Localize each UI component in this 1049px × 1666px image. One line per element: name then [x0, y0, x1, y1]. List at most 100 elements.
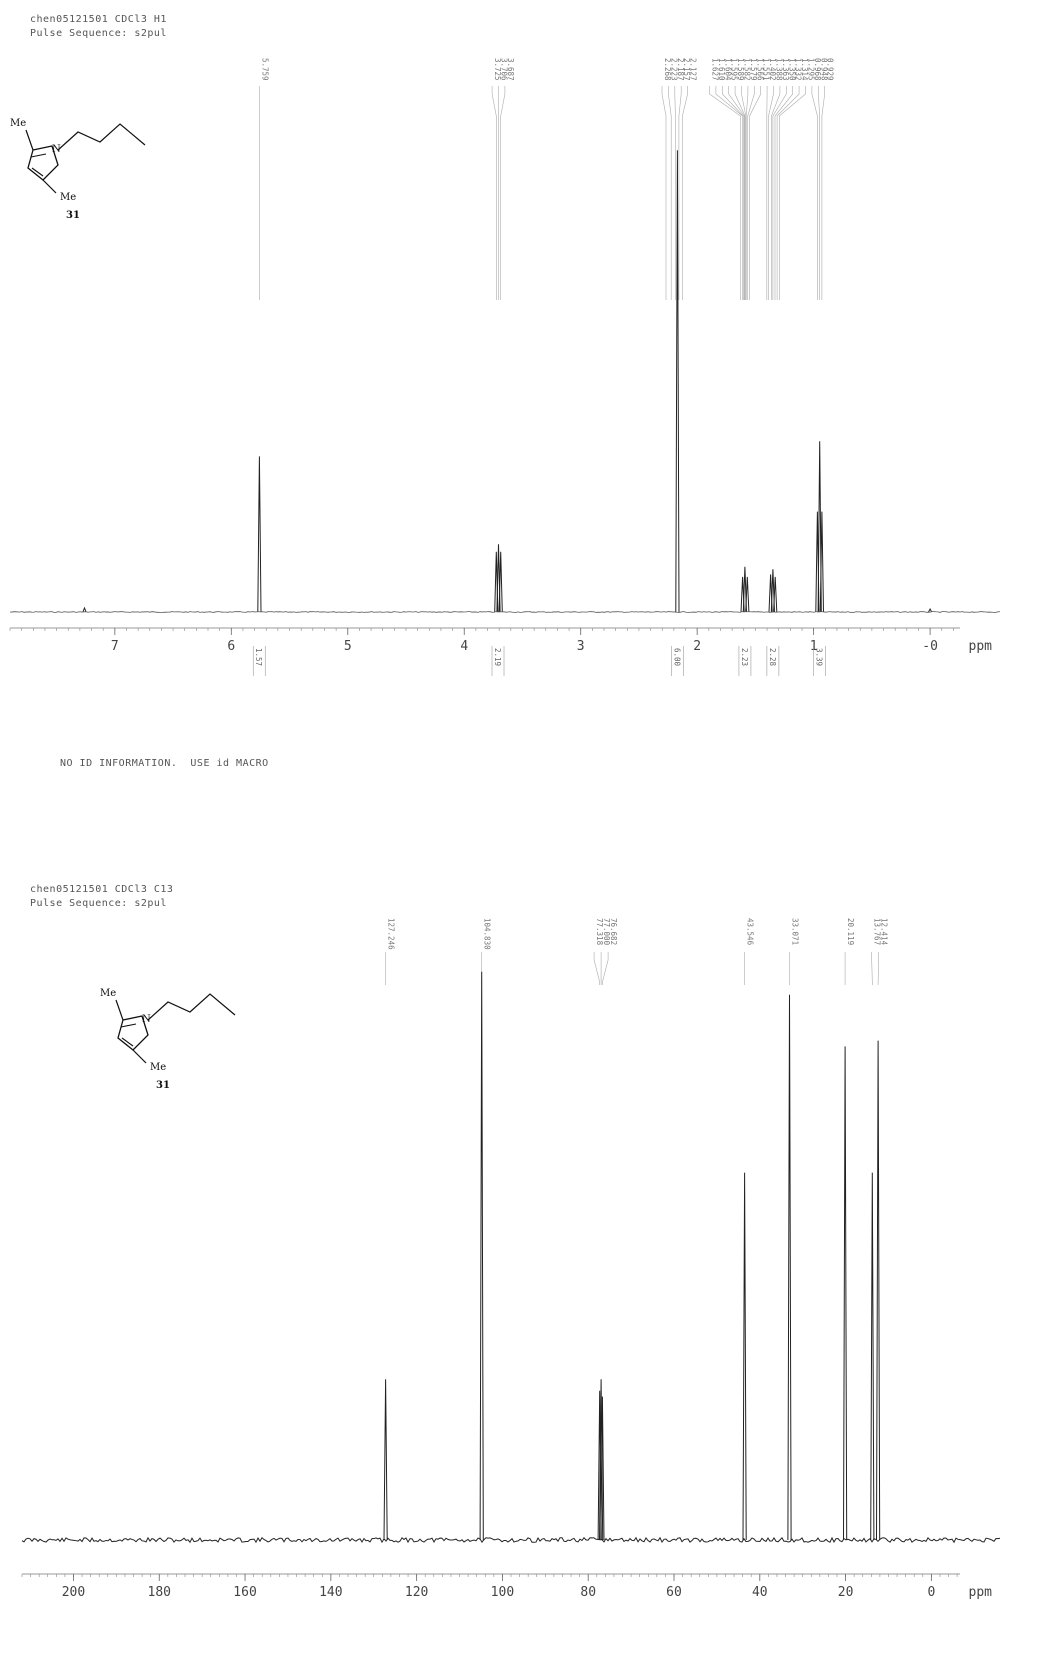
h-peak-leader: [747, 86, 755, 300]
c13-x-axis: 200 180 160 140 120 100 80 60 40 20 0 ppm: [21, 1573, 992, 1600]
c-tick-label: 40: [752, 1585, 768, 1600]
nitrogen-label: N: [142, 1014, 151, 1025]
c-peak: [876, 1040, 881, 1541]
h-peak-label: 2.187: [676, 58, 685, 81]
h1-spectrum-panel: chen05121501 CDCl3 H1 Pulse Sequence: s2…: [0, 0, 1049, 800]
h-peak-leader: [821, 86, 825, 300]
h-peak-label: 0.929: [826, 58, 835, 81]
c-peak-label: 13.767: [873, 918, 882, 945]
h-peak-label: 1.363: [781, 58, 790, 81]
c-peak-label: 20.119: [846, 918, 855, 945]
c-peak-label: 33.071: [791, 918, 800, 945]
c-tick-label: 20: [838, 1585, 854, 1600]
h-peak: [675, 150, 680, 613]
methyl-bond-top: [25, 129, 34, 151]
h-peak-leader: [745, 86, 749, 300]
c13-molecule-structure: N Me Me 31: [100, 988, 236, 1091]
h-peak-leader: [668, 86, 672, 300]
h-tick-label: 2: [693, 639, 701, 654]
h-peak-label: 1.314: [800, 58, 809, 81]
c-tick-label: 200: [62, 1585, 85, 1600]
h-integral-value: 2.28: [768, 648, 777, 667]
h-tick-label: 3: [577, 639, 585, 654]
c-peak: [383, 1379, 388, 1541]
h1-molecule-structure: N Me Me 31: [10, 118, 146, 221]
c-peak: [870, 1172, 875, 1541]
c-tick-label: 60: [666, 1585, 682, 1600]
pyrrole-ring: [27, 145, 59, 181]
h-peak-leader: [682, 86, 688, 300]
methyl-label-bottom: Me: [60, 192, 76, 203]
methyl-bond-top: [115, 999, 124, 1021]
h-integral-value: 1.57: [254, 648, 263, 666]
h-peak-label: 1.627: [711, 58, 720, 81]
methyl-bond-bottom: [42, 179, 57, 194]
c-peak: [600, 1396, 605, 1541]
h-integral-value: 3.39: [815, 648, 824, 666]
h-peak-label: 1.610: [717, 58, 726, 81]
h-peak-label: 1.595: [730, 58, 739, 81]
c-peak-label: 127.246: [387, 918, 396, 950]
methyl-label-top: Me: [10, 118, 26, 129]
c-peak: [742, 1172, 747, 1541]
c-peak-leader: [593, 952, 600, 985]
c13-peak-group: [383, 971, 881, 1541]
c-peak-leader: [877, 952, 879, 985]
h-peak-leader: [709, 86, 741, 300]
c-tick-label: 140: [319, 1585, 342, 1600]
c-tick-label: 120: [405, 1585, 428, 1600]
c13-spectrum-panel: chen05121501 CDCl3 C13 Pulse Sequence: s…: [0, 880, 1049, 1666]
h1-sample-line: chen05121501 CDCl3 H1: [30, 14, 167, 25]
h-tick-label: -0: [922, 639, 938, 654]
c13-peak-leader-group: [385, 952, 879, 985]
butyl-chain: [57, 123, 146, 151]
pyrrole-ring: [117, 1015, 149, 1051]
c-tick-label: 80: [580, 1585, 596, 1600]
h-peak-label: 1.295: [807, 58, 816, 81]
c-peak: [787, 994, 792, 1541]
h-integral-value: 2.23: [740, 648, 749, 666]
h-peak-leader: [728, 86, 745, 300]
methyl-label-top: Me: [100, 988, 116, 999]
ring-double-bond-bottom: [31, 167, 44, 177]
h-peak-label: 1.332: [794, 58, 803, 81]
h-peak-label: 3.725: [493, 58, 502, 81]
h1-footer-note: NO ID INFORMATION. USE id MACRO: [60, 758, 269, 769]
ring-double-bond-top: [30, 153, 47, 158]
h-peak-label: 2.127: [689, 58, 698, 81]
h-peak-label: 0.968: [813, 58, 822, 81]
h-peak-leader: [768, 86, 774, 300]
h-peak-leader: [774, 86, 793, 300]
h-integral-value: 6.00: [672, 648, 681, 667]
h-peak-leader: [674, 86, 676, 300]
ring-double-bond-bottom: [121, 1037, 134, 1047]
h-peak-label: 1.350: [787, 58, 796, 81]
h-peak-leader: [500, 86, 506, 300]
c13-sample-line: chen05121501 CDCl3 C13: [30, 884, 174, 895]
h-peak-label: 1.589: [736, 58, 745, 81]
butyl-chain: [147, 993, 236, 1021]
c-peak-label: 77.000: [602, 918, 611, 946]
h-tick-label: 6: [227, 639, 235, 654]
ring-double-bond-top: [120, 1023, 137, 1028]
h-peak: [773, 576, 778, 613]
h-peak: [257, 456, 262, 613]
h-integral-value: 2.19: [493, 648, 502, 666]
h-peak-leader: [715, 86, 743, 300]
h-peak-leader: [771, 86, 781, 300]
h-peak-leader: [722, 86, 744, 300]
h-peak-leader: [772, 86, 787, 300]
h-peak-label: 1.579: [749, 58, 758, 81]
compound-number: 31: [66, 210, 80, 221]
h-peak-leader: [661, 86, 667, 300]
c-peak-label: 43.546: [746, 918, 755, 946]
h-peak-leader: [749, 86, 761, 300]
h-peak: [819, 511, 824, 613]
h-peak-leader: [491, 86, 497, 300]
h-peak-label: 1.402: [768, 58, 777, 81]
h-peak: [82, 606, 87, 613]
h-peak-label: 3.687: [506, 58, 515, 81]
c-peak-leader: [871, 952, 873, 985]
